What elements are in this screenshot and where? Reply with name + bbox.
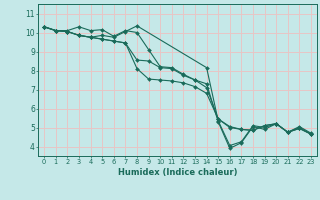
X-axis label: Humidex (Indice chaleur): Humidex (Indice chaleur) <box>118 168 237 177</box>
